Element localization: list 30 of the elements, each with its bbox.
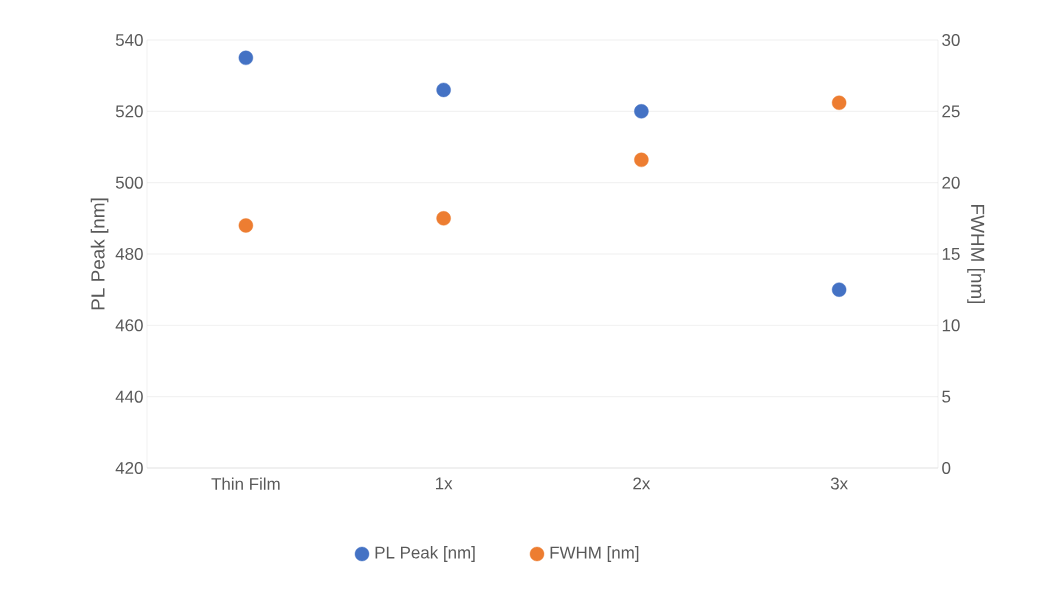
x-tick-label: 3x [830,477,848,490]
point [634,104,649,119]
y2-tick-label: 5 [942,390,951,403]
point [831,95,847,110]
y-tick-label: 420 [115,462,143,474]
x-tick-label: 1x [435,477,453,490]
y-tick-label: 520 [115,105,143,118]
y-tick-label: 500 [115,176,143,189]
point [831,282,847,297]
x-tick-label: Thin Film [211,477,280,490]
y-tick-label: 540 [115,34,143,46]
point [238,50,254,66]
y2-tick-label: 20 [942,176,960,189]
y2-axis-title: FWHM [nm] [967,205,985,304]
y2-tick-label: 30 [942,34,960,46]
y2-tick-label: 0 [942,462,951,474]
x-tick-label: 2x [633,477,651,490]
legend-label: PL Peak [nm] [375,546,475,562]
y-tick-label: 460 [115,319,143,332]
y-tick-label: 480 [115,248,143,260]
legend-label: FWHM [nm] [550,546,639,562]
y2-tick-label: 15 [942,248,960,260]
point [436,82,451,98]
y-tick-label: 440 [115,390,143,403]
point [436,211,451,226]
point [634,152,649,168]
point [238,218,254,233]
y2-tick-label: 10 [942,319,960,332]
y2-tick-label: 25 [942,105,960,118]
y-axis-title: PL Peak [nm] [90,198,109,310]
